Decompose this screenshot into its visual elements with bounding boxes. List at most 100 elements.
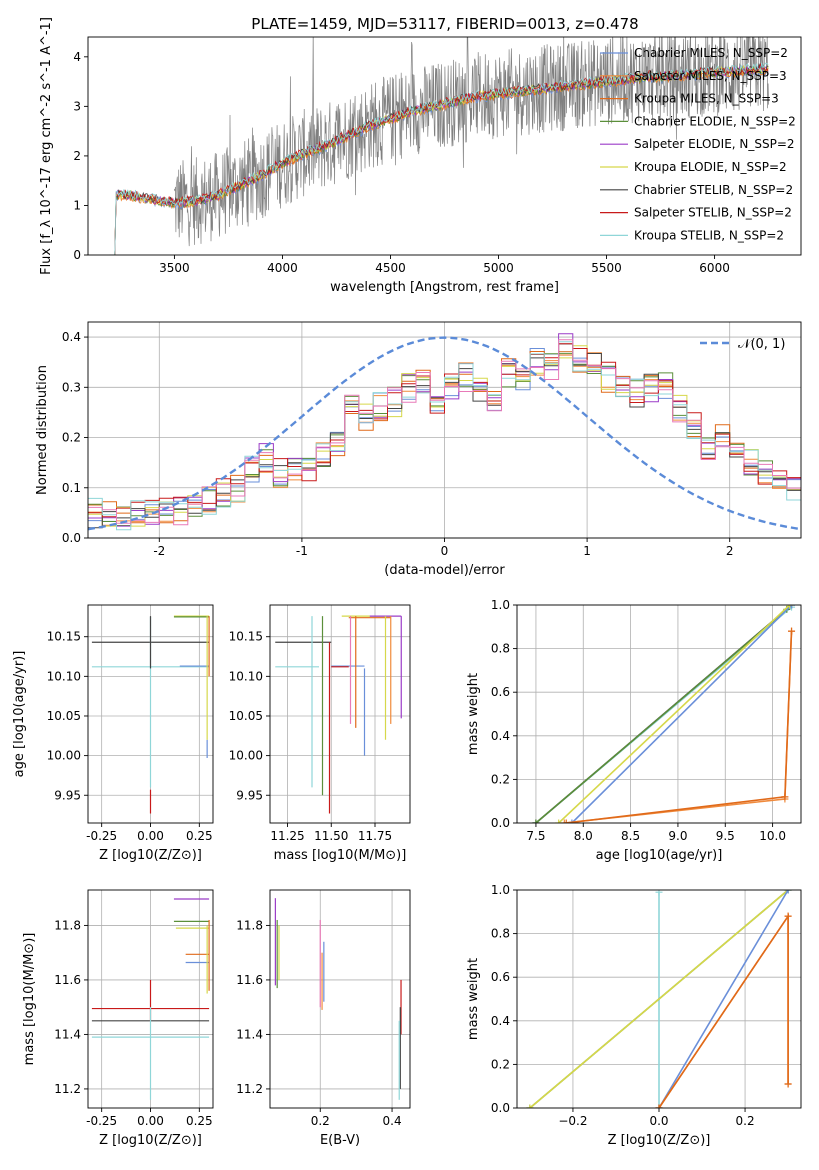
y-tick-label: 11.2 — [236, 1082, 263, 1096]
y-tick-label: 10.10 — [47, 669, 81, 683]
weight-marker — [784, 912, 792, 920]
y-tick-label: 0.1 — [62, 481, 81, 495]
weight-marker — [655, 1104, 663, 1108]
y-tick-label: 0.4 — [491, 1014, 510, 1028]
x-tick-label: 0.25 — [186, 829, 213, 843]
x-tick-label: 9.0 — [668, 829, 687, 843]
x-tick-label: 9.5 — [716, 829, 735, 843]
y-tick-label: 0.2 — [62, 431, 81, 445]
x-tick-label: 0.00 — [137, 829, 164, 843]
plot-area-spectrum — [109, 37, 769, 255]
figure-title: PLATE=1459, MJD=53117, FIBERID=0013, z=0… — [251, 15, 638, 33]
y-tick-label: 11.2 — [54, 1082, 81, 1096]
y-tick-label: 4 — [73, 50, 81, 64]
x-tick-label: 2 — [726, 544, 734, 558]
y-tick-label: 0.0 — [491, 1101, 510, 1115]
legend-label: Chabrier STELIB, N_SSP=2 — [634, 183, 793, 197]
y-tick-label: 0.8 — [491, 642, 510, 656]
panel-mass-vs-Z: -0.25 0.00 0.25 11.2 11.4 11.6 11.8 Z [log10(Z/… — [22, 889, 214, 1148]
x-tick-label: 0.0 — [649, 1114, 668, 1128]
y-tick-label: 0.4 — [491, 729, 510, 743]
x-tick-label: 0.2 — [311, 1114, 330, 1128]
weight-marker — [555, 819, 563, 823]
model-spectrum — [109, 62, 769, 255]
legend-label: Chabrier MILES, N_SSP=2 — [634, 46, 788, 60]
axes-frame — [269, 604, 411, 824]
x-axis-label: E(B-V) — [320, 1133, 360, 1148]
x-tick-label: 11.75 — [358, 829, 392, 843]
x-axis-label: wavelength [Angstrom, rest frame] — [330, 280, 559, 295]
y-tick-label: 2 — [73, 149, 81, 163]
residual-histogram — [88, 339, 801, 526]
weight-z-line — [529, 890, 789, 1108]
x-tick-label: -0.25 — [86, 1114, 117, 1128]
plot-area-age-vs-mass — [275, 615, 402, 814]
y-tick-label: 10.10 — [229, 669, 263, 683]
x-tick-label: 10.0 — [759, 829, 786, 843]
y-tick-label: 0 — [73, 248, 81, 262]
x-tick-label: 0.2 — [736, 1114, 755, 1128]
x-axis-label: Z [log10(Z/Z⊙)] — [99, 1133, 202, 1148]
x-axis-label: Z [log10(Z/Z⊙)] — [608, 1133, 711, 1148]
y-axis-label: Normed distribution — [35, 365, 50, 495]
x-tick-label: 5000 — [483, 261, 514, 275]
y-tick-label: 1 — [73, 198, 81, 212]
panel-age-vs-Z: -0.25 0.00 0.25 9.95 10.00 10.05 10.10 10.15 Z [… — [12, 604, 214, 863]
legend-label: Kroupa MILES, N_SSP=3 — [634, 92, 779, 106]
weight-marker — [788, 627, 796, 635]
y-tick-label: 1.0 — [491, 598, 510, 612]
x-tick-label: 7.5 — [526, 829, 545, 843]
x-tick-label: 0 — [441, 544, 449, 558]
legend-label: Salpeter ELODIE, N_SSP=2 — [634, 137, 795, 151]
x-tick-label: -0.25 — [86, 829, 117, 843]
y-axis-label: Flux [f_λ 10^-17 erg cm^-2 s^-1 A^-1] — [39, 17, 54, 275]
y-tick-label: 1.0 — [491, 883, 510, 897]
y-tick-label: 10.15 — [229, 630, 263, 644]
x-tick-label: 11.25 — [270, 829, 304, 843]
legend-label: Kroupa STELIB, N_SSP=2 — [634, 228, 784, 242]
y-tick-label: 10.05 — [229, 709, 263, 723]
weight-age-line — [558, 605, 791, 823]
plot-area-mass-vs-Z — [91, 898, 210, 1100]
legend-label: 𝒩(0, 1) — [738, 337, 785, 352]
weight-marker — [532, 819, 540, 823]
weight-marker — [784, 890, 792, 894]
x-tick-label: 8.0 — [574, 829, 593, 843]
y-tick-label: 11.8 — [236, 918, 263, 932]
weight-marker — [655, 890, 663, 896]
x-tick-label: 4000 — [267, 261, 298, 275]
x-axis-label: mass [log10(M/M⊙)] — [274, 848, 407, 863]
y-tick-label: 9.95 — [54, 788, 81, 802]
panel-spectrum: 3500 4000 4500 5000 5500 6000 0 1 2 3 4 wavelength … — [39, 17, 802, 295]
x-tick-label: −0.2 — [558, 1114, 587, 1128]
plot-area-weight-vs-age — [532, 605, 796, 823]
x-axis-label: age [log10(age/yr)] — [596, 848, 723, 863]
plot-area-age-vs-Z — [91, 615, 210, 814]
plot-area-mass-vs-ebv — [274, 898, 402, 1100]
y-tick-label: 0.6 — [491, 685, 510, 699]
y-tick-label: 11.6 — [236, 973, 263, 987]
axes-frame — [269, 889, 411, 1109]
y-tick-label: 0.6 — [491, 970, 510, 984]
y-tick-label: 11.8 — [54, 918, 81, 932]
x-axis-label: (data-model)/error — [384, 563, 505, 578]
axes-frame — [516, 604, 802, 824]
weight-marker — [786, 605, 794, 609]
y-tick-label: 10.15 — [47, 630, 81, 644]
x-tick-label: 0.4 — [383, 1114, 402, 1128]
plot-area-weight-vs-Z — [526, 890, 792, 1108]
legend-label: Salpeter STELIB, N_SSP=2 — [634, 206, 792, 220]
x-tick-label: 4500 — [375, 261, 406, 275]
panel-weight-vs-Z: −0.2 0.0 0.2 0.0 0.2 0.4 0.6 0.8 1.0 Z [log10(Z/Z… — [466, 883, 802, 1148]
y-tick-label: 11.4 — [54, 1027, 81, 1041]
axes-frame — [87, 36, 802, 256]
weight-z-line — [658, 890, 789, 1108]
y-tick-label: 9.95 — [236, 788, 263, 802]
y-axis-label: mass weight — [466, 673, 481, 755]
weight-marker — [562, 819, 570, 823]
weight-marker — [788, 605, 796, 609]
y-tick-label: 0.0 — [491, 816, 510, 830]
plot-layer: 3500 4000 4500 5000 5500 6000 0 1 2 3 4 wavelength … — [12, 17, 802, 1148]
panel-age-vs-mass: 11.25 11.50 11.75 9.95 10.00 10.05 10.10 10.15 m… — [229, 604, 411, 863]
